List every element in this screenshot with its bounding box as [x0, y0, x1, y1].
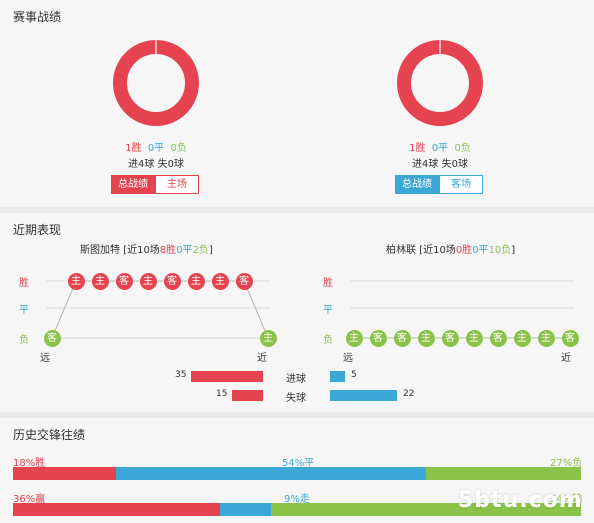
- handicap-loss-segment: [271, 503, 581, 516]
- left-result-3: 主: [91, 272, 109, 290]
- right-near-label: 近: [561, 353, 571, 364]
- history-win-segment: [13, 467, 117, 480]
- right-result-6: 主: [465, 329, 483, 347]
- left-team-summary: 斯图加特 [近10场8胜0平2负]: [80, 241, 213, 256]
- history-title: 历史交锋往绩: [13, 428, 86, 442]
- recent-form-panel: 近期表现 斯图加特 [近10场8胜0平2负] 柏林联 [近10场0胜0平10负]…: [0, 213, 594, 412]
- left-result-6: 客: [163, 272, 181, 290]
- home-loss-count: 0负: [170, 143, 187, 154]
- history-result-bar: [13, 467, 581, 480]
- right-wins: 0胜: [455, 245, 473, 256]
- left-result-10: 主: [259, 329, 277, 347]
- left-losses: 2负: [192, 245, 209, 256]
- left-far-label: 远: [40, 353, 50, 364]
- site-watermark: 5btu.com: [458, 488, 583, 513]
- right-far-label: 远: [343, 353, 353, 364]
- left-draws: 0平: [176, 245, 193, 256]
- right-summary-prefix: [近10场: [416, 245, 456, 256]
- home-win-count: 1胜: [125, 143, 142, 154]
- left-summary-prefix: [近10场: [120, 245, 160, 256]
- away-record-donut: [397, 40, 483, 126]
- right-team-summary: 柏林联 [近10场0胜0平10负]: [386, 241, 515, 256]
- right-result-4: 主: [417, 329, 435, 347]
- right-conceded-value: 22: [403, 389, 415, 399]
- left-result-8: 主: [211, 272, 229, 290]
- right-row-label-win: 胜: [323, 278, 333, 289]
- home-record-text: 1胜 0平 0负 进4球 失0球: [96, 141, 216, 173]
- right-draws: 0平: [472, 245, 489, 256]
- left-team-name: 斯图加特: [80, 245, 120, 256]
- left-result-4: 客: [115, 272, 133, 290]
- left-row-label-win: 胜: [19, 278, 29, 289]
- right-result-8: 主: [513, 329, 531, 347]
- left-result-9: 客: [235, 272, 253, 290]
- right-result-5: 客: [441, 329, 459, 347]
- away-win-count: 1胜: [409, 143, 426, 154]
- left-form-line: [51, 280, 269, 339]
- handicap-push-pct: 9%走: [284, 494, 310, 505]
- history-loss-pct: 27%负: [550, 458, 583, 469]
- away-loss-count: 0负: [454, 143, 471, 154]
- form-gridlines: [46, 280, 574, 339]
- handicap-win-segment: [13, 503, 220, 516]
- away-draw-count: 0平: [431, 143, 449, 154]
- left-result-7: 主: [187, 272, 205, 290]
- right-result-1: 主: [345, 329, 363, 347]
- away-record-text: 1胜 0平 0负 进4球 失0球: [380, 141, 500, 173]
- goals-conceded-label: 失球: [286, 393, 306, 404]
- home-record-toggle: 总战绩 主场: [111, 175, 199, 194]
- history-panel: 历史交锋往绩 18%胜 54%平 27%负 36%赢 9%走 54%输: [0, 418, 594, 523]
- history-win-pct: 18%胜: [13, 458, 46, 469]
- handicap-push-segment: [219, 503, 272, 516]
- left-row-label-loss: 负: [19, 335, 29, 346]
- right-result-7: 客: [489, 329, 507, 347]
- left-scored-value: 35: [175, 370, 187, 380]
- recent-title: 近期表现: [13, 223, 62, 237]
- home-venue-tab[interactable]: 主场: [155, 175, 199, 194]
- left-conceded-value: 15: [216, 389, 228, 399]
- record-panel: 赛事战绩 1胜 0平 0负 进4球 失0球 总战绩 主场 1胜 0平 0负 进4…: [0, 0, 594, 207]
- left-result-1: 客: [43, 329, 61, 347]
- right-scored-bar: [330, 371, 345, 382]
- left-row-label-draw: 平: [19, 305, 29, 316]
- away-total-tab[interactable]: 总战绩: [395, 175, 439, 194]
- home-record-donut: [113, 40, 199, 126]
- right-result-10: 客: [561, 329, 579, 347]
- home-donut-win-arc: [113, 40, 199, 126]
- handicap-result-bar: [13, 503, 581, 516]
- home-draw-count: 0平: [147, 143, 165, 154]
- left-result-2: 主: [67, 272, 85, 290]
- left-conceded-bar: [232, 390, 263, 401]
- home-goals-text: 进4球 失0球: [128, 159, 184, 170]
- right-scored-value: 5: [351, 370, 357, 380]
- history-loss-segment: [426, 467, 581, 480]
- left-near-label: 近: [257, 353, 267, 364]
- handicap-win-pct: 36%赢: [13, 494, 46, 505]
- left-summary-suffix: ]: [208, 245, 213, 256]
- left-scored-bar: [191, 371, 263, 382]
- away-venue-tab[interactable]: 客场: [439, 175, 483, 194]
- left-wins: 8胜: [159, 245, 177, 256]
- right-row-label-loss: 负: [323, 335, 333, 346]
- history-draw-segment: [116, 467, 427, 480]
- right-result-9: 主: [537, 329, 555, 347]
- right-team-name: 柏林联: [386, 245, 416, 256]
- history-draw-pct: 54%平: [282, 458, 315, 469]
- right-result-3: 客: [393, 329, 411, 347]
- away-record-toggle: 总战绩 客场: [395, 175, 483, 194]
- home-total-tab[interactable]: 总战绩: [111, 175, 155, 194]
- right-losses: 10负: [488, 245, 512, 256]
- right-summary-suffix: ]: [511, 245, 516, 256]
- away-goals-text: 进4球 失0球: [412, 159, 468, 170]
- away-donut-win-arc: [397, 40, 483, 126]
- right-result-2: 客: [369, 329, 387, 347]
- right-conceded-bar: [330, 390, 397, 401]
- goals-scored-label: 进球: [286, 374, 306, 385]
- right-row-label-draw: 平: [323, 305, 333, 316]
- left-result-5: 主: [139, 272, 157, 290]
- record-title: 赛事战绩: [13, 10, 62, 24]
- handicap-loss-pct: 54%输: [550, 494, 583, 505]
